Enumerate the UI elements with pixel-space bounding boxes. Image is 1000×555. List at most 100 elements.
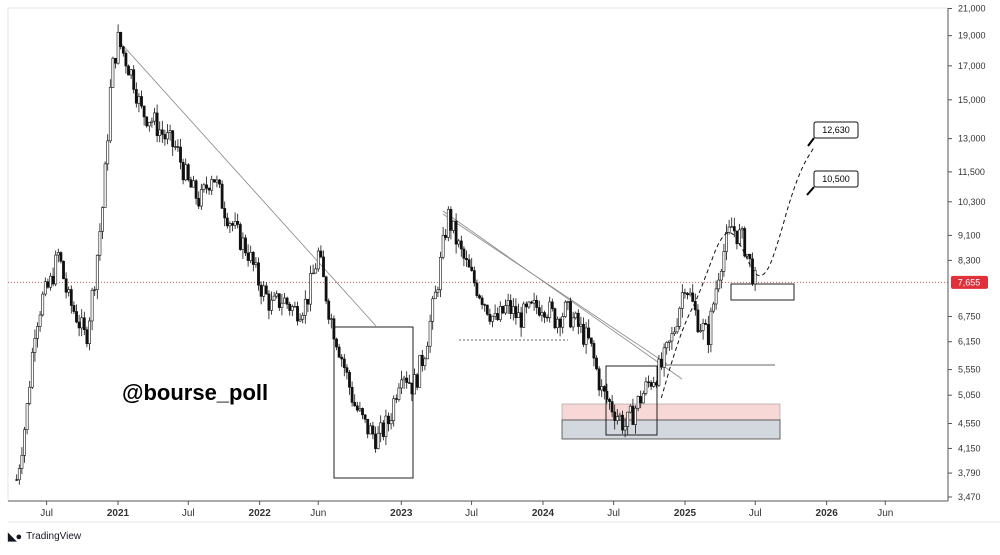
candle-up bbox=[426, 345, 429, 360]
candle-down bbox=[64, 278, 68, 293]
candle-down bbox=[686, 293, 689, 296]
candle-up bbox=[106, 140, 110, 165]
watermark: @bourse_poll bbox=[122, 380, 269, 405]
candle-up bbox=[23, 429, 26, 456]
candle-down bbox=[288, 303, 292, 311]
candle-down bbox=[197, 198, 201, 207]
x-tick-label: Jul bbox=[607, 508, 620, 519]
candle-up bbox=[90, 289, 94, 322]
candle-down bbox=[223, 208, 227, 219]
candle-up bbox=[43, 281, 47, 295]
candle-down bbox=[485, 304, 489, 315]
candle-up bbox=[665, 342, 669, 349]
x-tick-label: Jul bbox=[40, 508, 53, 519]
candle-down bbox=[569, 301, 572, 328]
candle-down bbox=[119, 31, 123, 48]
y-tick-label: 15,000 bbox=[958, 95, 986, 105]
candle-up bbox=[457, 240, 461, 245]
candle-up bbox=[392, 398, 396, 421]
candle-down bbox=[251, 252, 255, 265]
candle-up bbox=[298, 318, 302, 322]
callout-label-12630: 12,630 bbox=[822, 125, 850, 135]
candle-up bbox=[712, 303, 715, 312]
candle-down bbox=[683, 292, 687, 294]
candle-down bbox=[353, 402, 357, 407]
candle-up bbox=[618, 414, 622, 418]
candle-down bbox=[654, 382, 658, 386]
candle-down bbox=[465, 258, 468, 261]
candle-up bbox=[116, 31, 120, 64]
downtrend-line-2021 bbox=[117, 39, 377, 327]
candle-up bbox=[709, 310, 713, 346]
candle-up bbox=[446, 209, 450, 238]
candle-down bbox=[142, 105, 146, 118]
candle-down bbox=[194, 180, 198, 199]
candle-up bbox=[98, 231, 102, 256]
candle-down bbox=[405, 377, 409, 383]
demand-zone-gray bbox=[561, 419, 781, 440]
candles bbox=[15, 24, 757, 485]
y-tick-label: 3,470 bbox=[958, 492, 981, 502]
candle-down bbox=[337, 346, 341, 358]
bottom-box-2024 bbox=[605, 365, 658, 436]
candle-up bbox=[714, 288, 718, 305]
candle-down bbox=[163, 134, 167, 140]
candle-up bbox=[280, 302, 284, 308]
candle-up bbox=[657, 358, 661, 386]
tradingview-logo-icon: ◣● bbox=[8, 531, 22, 543]
candle-up bbox=[103, 163, 107, 208]
y-axis-ticks: 21,000 19,000 17,000 15,000 13,000 11,500 10,3… bbox=[948, 4, 986, 502]
candle-up bbox=[439, 256, 442, 291]
candle-up bbox=[38, 314, 42, 327]
x-tick-label: Jul bbox=[465, 508, 478, 519]
candle-down bbox=[558, 318, 562, 328]
bottom-box-2022 bbox=[333, 326, 414, 479]
candle-up bbox=[166, 132, 169, 140]
candle-up bbox=[556, 318, 559, 329]
candle-down bbox=[381, 422, 385, 437]
x-axis-ticks: Jul 2021 Jul 2022 Jun 2023 Jul 2024 Jul 2025 Jul 20… bbox=[40, 501, 893, 519]
candle-up bbox=[506, 300, 510, 306]
candle-up bbox=[740, 228, 744, 231]
candle-up bbox=[30, 352, 34, 388]
candle-up bbox=[623, 426, 627, 431]
candle-up bbox=[571, 317, 575, 328]
candle-up bbox=[36, 326, 39, 339]
candle-down bbox=[478, 295, 481, 299]
candle-up bbox=[413, 374, 416, 395]
candle-up bbox=[111, 57, 115, 88]
candle-up bbox=[389, 420, 393, 425]
candle-up bbox=[108, 87, 112, 142]
x-tick-label: 2021 bbox=[107, 508, 130, 519]
candle-down bbox=[244, 237, 247, 254]
candle-down bbox=[59, 252, 63, 262]
y-tick-label: 9,100 bbox=[958, 230, 981, 240]
candle-up bbox=[727, 226, 731, 233]
candle-down bbox=[621, 414, 624, 431]
candle-up bbox=[95, 254, 99, 290]
candle-down bbox=[696, 309, 700, 333]
y-tick-label: 8,300 bbox=[958, 255, 981, 265]
y-tick-label: 11,500 bbox=[958, 167, 985, 177]
candle-up bbox=[168, 130, 172, 134]
candle-down bbox=[127, 65, 130, 76]
candle-down bbox=[238, 224, 242, 250]
candle-up bbox=[662, 347, 666, 368]
candle-down bbox=[179, 146, 182, 163]
candle-down bbox=[608, 399, 611, 402]
candle-down bbox=[114, 57, 117, 64]
candle-down bbox=[231, 223, 234, 226]
tradingview-brand[interactable]: ◣● TradingView bbox=[8, 530, 81, 543]
candle-down bbox=[444, 235, 448, 238]
candle-up bbox=[397, 387, 401, 400]
candle-down bbox=[62, 260, 65, 280]
candle-up bbox=[493, 313, 497, 317]
candle-down bbox=[124, 52, 128, 67]
candle-down bbox=[394, 398, 398, 400]
candle-up bbox=[101, 207, 104, 232]
candle-up bbox=[192, 180, 195, 188]
candle-down bbox=[587, 327, 591, 339]
candle-down bbox=[706, 324, 710, 346]
